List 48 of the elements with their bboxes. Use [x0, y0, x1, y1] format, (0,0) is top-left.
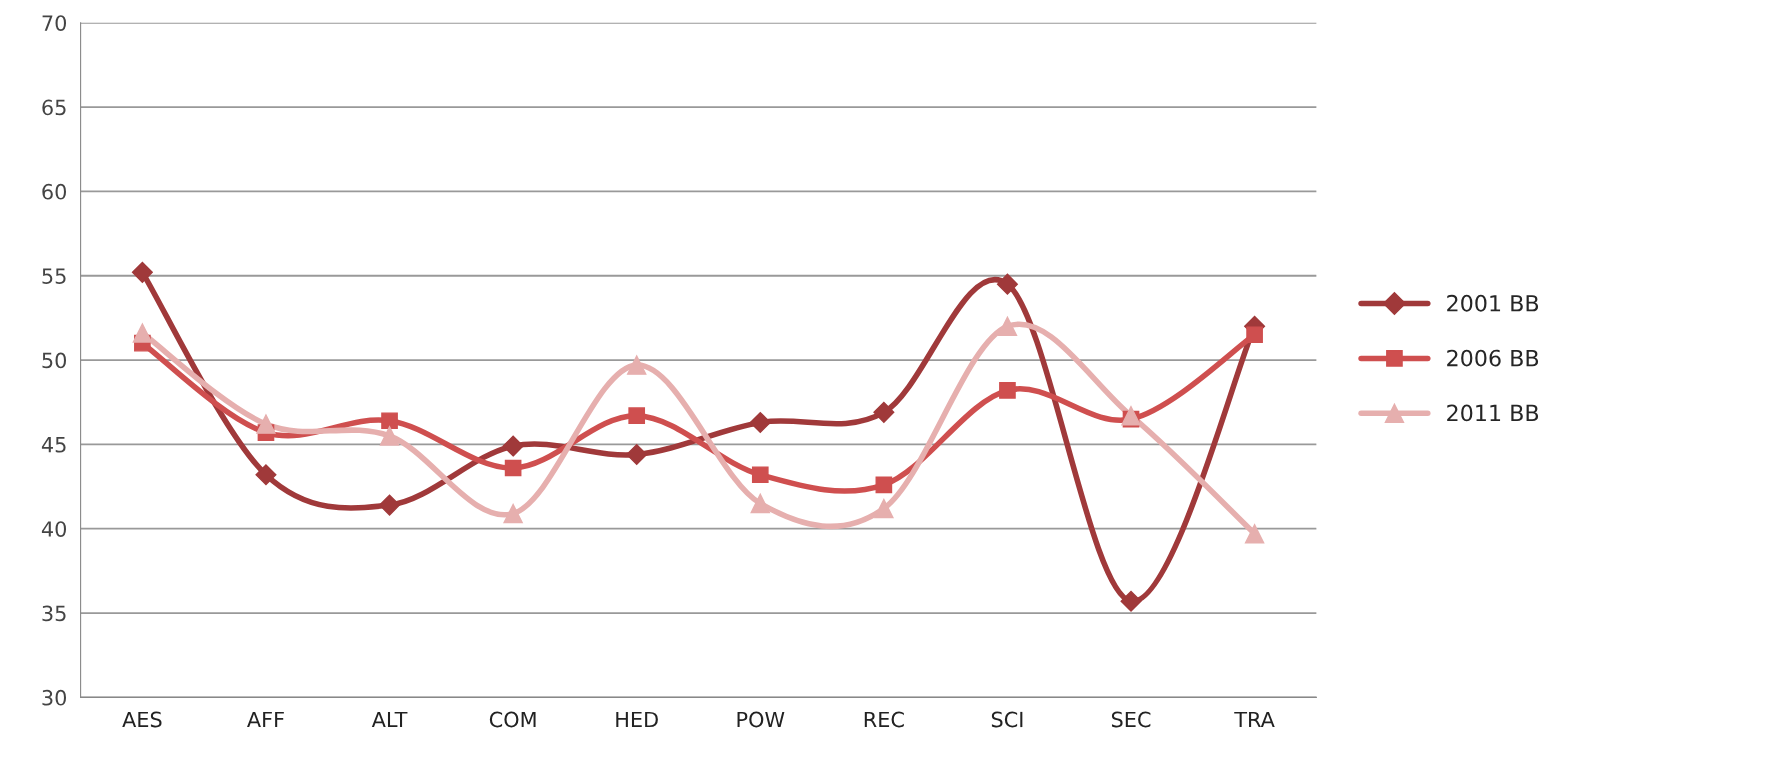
- point: [132, 323, 153, 343]
- point: [502, 435, 524, 457]
- point: [1120, 590, 1142, 612]
- point: [749, 411, 771, 433]
- x-tick-label: SEC: [1111, 711, 1151, 728]
- y-tick-label: 60: [42, 183, 67, 200]
- point: [628, 407, 646, 425]
- y-tick-label: 55: [42, 268, 66, 284]
- point: [1121, 405, 1141, 426]
- point: [874, 498, 894, 519]
- point: [999, 382, 1016, 399]
- point: [503, 503, 523, 524]
- point: [379, 426, 400, 446]
- x-tick-label: AES: [122, 711, 162, 728]
- x-tick-label: AFF: [247, 711, 284, 728]
- x-tick-label: COM: [489, 711, 536, 728]
- y-tick-label: 35: [42, 605, 66, 622]
- y-tick-label: 45: [41, 437, 66, 453]
- y-tick-label: 50: [42, 352, 67, 369]
- x-tick-label: REC: [864, 711, 904, 728]
- x-tick-label: HED: [616, 711, 658, 728]
- point: [1246, 326, 1263, 344]
- x-tick-label: SCI: [991, 711, 1023, 728]
- point: [504, 459, 522, 477]
- x-tick-label: ALT: [371, 711, 408, 728]
- y-tick-label: 40: [41, 521, 67, 537]
- point: [751, 466, 769, 484]
- x-tick-label: POW: [737, 711, 785, 728]
- y-tick-label: 70: [42, 15, 67, 31]
- point: [873, 401, 895, 423]
- legend-label: 2001 BB: [1447, 294, 1539, 312]
- legend-label: 2011 BB: [1447, 404, 1539, 422]
- point: [381, 412, 398, 430]
- x-tick-label: TRA: [1234, 711, 1275, 728]
- point: [1244, 524, 1265, 544]
- legend-label: 2006 BB: [1447, 349, 1539, 367]
- point: [750, 493, 771, 514]
- point: [255, 464, 277, 486]
- point: [996, 273, 1018, 295]
- point: [256, 414, 276, 434]
- point: [875, 476, 893, 494]
- point: [626, 443, 648, 466]
- y-tick-label: 30: [42, 689, 67, 706]
- point: [131, 261, 153, 283]
- point: [379, 494, 401, 516]
- y-tick-label: 65: [42, 99, 66, 116]
- point: [997, 316, 1018, 337]
- point: [626, 355, 647, 375]
